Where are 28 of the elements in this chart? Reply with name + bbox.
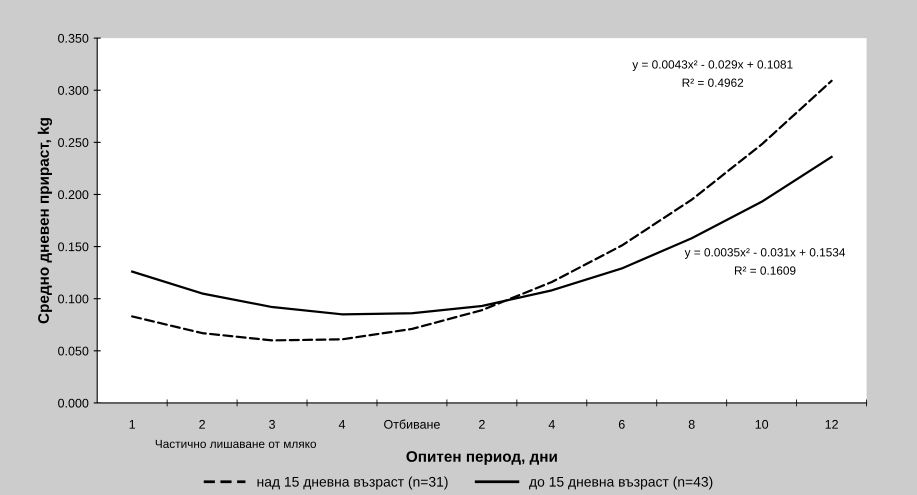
y-tick-label: 0.350 <box>58 34 88 43</box>
y-tick-label: 0.050 <box>58 346 88 356</box>
legend-label: до 15 дневна възраст (n=43) <box>529 476 712 490</box>
x-tick-label: 2 <box>479 420 485 429</box>
x-tick-label: 6 <box>618 420 625 429</box>
x-tick-label: 4 <box>548 420 555 429</box>
annotation: y = 0.0043x² - 0.029x + 0.1081 <box>632 60 793 71</box>
y-tick-label: 0.300 <box>58 86 88 95</box>
x-tick-label: 1 <box>130 420 136 429</box>
y-tick-label: 0.100 <box>58 294 88 304</box>
y-axis-title: Средно дневен прираст, kg <box>38 118 52 324</box>
x-tick-label: 12 <box>826 420 838 429</box>
x-tick-label: 2 <box>199 420 205 429</box>
y-tick-label: 0.250 <box>58 138 88 147</box>
x-tick-label: 4 <box>338 420 346 429</box>
x-tick-label: Отбиване <box>384 419 440 429</box>
annotation: R² = 0.4962 <box>682 78 744 87</box>
x-tick-label: 10 <box>756 420 768 429</box>
annotation: y = 0.0035x² - 0.031x + 0.1534 <box>684 248 846 259</box>
x-tick-label: 8 <box>688 420 695 429</box>
legend-label: над 15 дневна възраст (n=31) <box>258 476 448 490</box>
x-axis-title: Опитен период, дни <box>406 451 557 465</box>
y-tick-label: 0.200 <box>58 190 88 200</box>
text: Частично лишаване от мляко <box>156 440 316 448</box>
x-tick-label: 3 <box>269 420 275 429</box>
y-tick-label: 0.150 <box>58 242 88 252</box>
y-tick-label: 0.000 <box>58 398 88 408</box>
annotation: R² = 0.1609 <box>734 266 796 275</box>
